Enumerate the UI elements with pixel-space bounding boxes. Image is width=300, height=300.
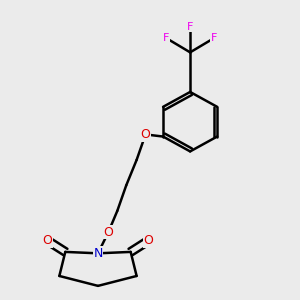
Text: O: O <box>141 128 151 141</box>
Text: F: F <box>163 33 170 43</box>
Text: O: O <box>103 226 113 238</box>
Text: N: N <box>93 247 103 260</box>
Text: O: O <box>43 234 52 247</box>
Text: F: F <box>187 22 193 32</box>
Text: O: O <box>144 234 154 247</box>
Text: F: F <box>211 33 217 43</box>
